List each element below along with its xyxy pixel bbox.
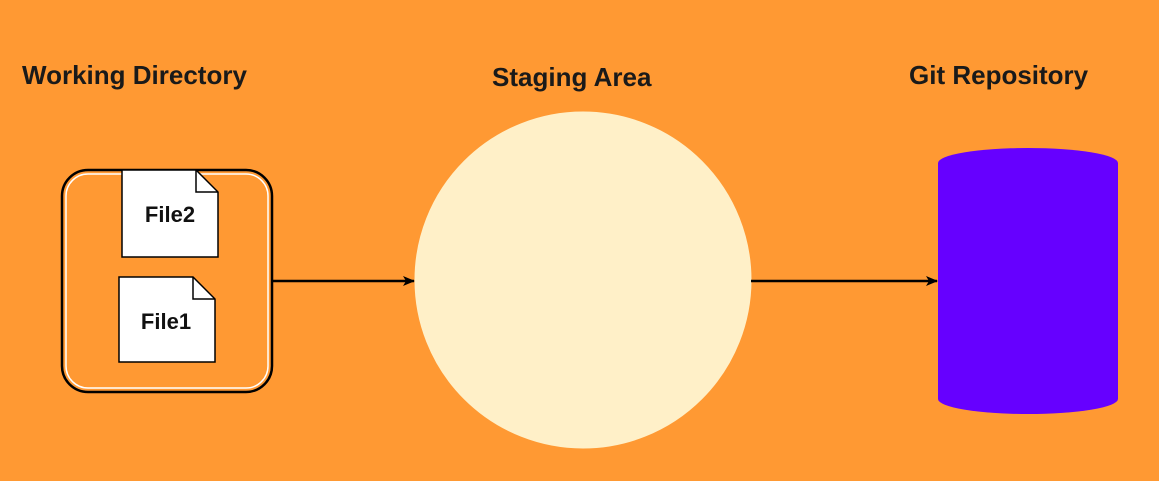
staging-area-circle	[414, 111, 752, 449]
file-document: File2	[121, 169, 219, 258]
git-repository-cylinder	[938, 148, 1118, 414]
staging-area-title: Staging Area	[492, 62, 652, 92]
file-icon	[118, 276, 216, 363]
cylinder-body	[938, 163, 1118, 414]
git-repository-title: Git Repository	[909, 60, 1089, 90]
file-document: File1	[118, 276, 216, 363]
file-icon	[121, 169, 219, 258]
working-directory-title: Working Directory	[22, 60, 247, 90]
file-corner-fold	[192, 277, 215, 300]
file-label: File1	[141, 309, 191, 334]
file-label: File2	[145, 202, 195, 227]
file-corner-fold	[195, 170, 218, 193]
cylinder-top	[938, 148, 1118, 178]
